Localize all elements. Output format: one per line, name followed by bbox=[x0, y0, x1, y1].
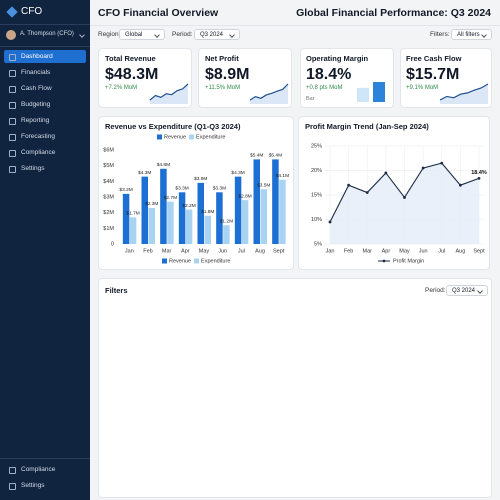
divider bbox=[0, 24, 90, 25]
kpi-value: $8.9M bbox=[205, 66, 250, 83]
divider bbox=[0, 46, 90, 47]
nav-item[interactable]: Settings bbox=[4, 162, 86, 175]
page-subtitle: Global Financial Performance: Q3 2024 bbox=[296, 7, 491, 19]
panel-title: Filters bbox=[105, 286, 128, 295]
nav-item[interactable]: Budgeting bbox=[4, 98, 86, 111]
kpi-change: +0.8 pts MoM bbox=[306, 85, 343, 91]
page-title: CFO Financial Overview bbox=[98, 7, 219, 19]
divider bbox=[0, 458, 90, 459]
kpi-card: Operating Margin 18.4% +0.8 pts MoM Bar bbox=[300, 48, 394, 108]
nav-item[interactable]: Settings bbox=[4, 479, 86, 492]
nav-item[interactable]: Dashboard bbox=[4, 50, 86, 63]
region-label: Region: bbox=[98, 31, 121, 38]
nav-item[interactable]: Reporting bbox=[4, 114, 86, 127]
chart-title: Revenue vs Expenditure (Q1-Q3 2024) bbox=[105, 122, 241, 131]
kpi-change: +7.2% MoM bbox=[105, 85, 138, 91]
kpi-change: +9.1% MoM bbox=[406, 85, 439, 91]
nav-item[interactable]: Financials bbox=[4, 66, 86, 79]
kpi-card: Free Cash Flow $15.7M +9.1% MoM bbox=[400, 48, 492, 108]
filters-select[interactable]: All filters bbox=[451, 29, 492, 40]
divider bbox=[90, 25, 500, 26]
kpi-title: Operating Margin bbox=[306, 54, 369, 63]
logo: CFO bbox=[21, 6, 43, 17]
chart-card: Revenue vs Expenditure (Q1-Q3 2024) bbox=[98, 116, 294, 270]
chart-title: Profit Margin Trend (Jan-Sep 2024) bbox=[305, 122, 429, 131]
kpi-change: +11.5% MoM bbox=[205, 85, 241, 91]
kpi-value: $48.3M bbox=[105, 66, 159, 83]
kpi-title: Net Profit bbox=[205, 54, 239, 63]
period-label: Period: bbox=[172, 31, 193, 38]
nav-item[interactable]: Cash Flow bbox=[4, 82, 86, 95]
user-name[interactable]: A. Thompson (CFO) bbox=[20, 31, 74, 37]
avatar bbox=[6, 30, 16, 40]
filters-panel: Filters Period: Q3 2024 bbox=[98, 278, 492, 498]
period-select[interactable]: Q3 2024 bbox=[194, 29, 240, 40]
nav-item[interactable]: Compliance bbox=[4, 463, 86, 476]
kpi-value: 18.4% bbox=[306, 66, 352, 83]
region-select[interactable]: Global bbox=[119, 29, 165, 40]
kpi-value: $15.7M bbox=[406, 66, 460, 83]
kpi-card: Net Profit $8.9M +11.5% MoM bbox=[198, 48, 292, 108]
filters-label: Filters: bbox=[430, 31, 450, 38]
period-select[interactable]: Q3 2024 bbox=[446, 285, 488, 296]
logo-icon bbox=[6, 6, 18, 18]
kpi-title: Total Revenue bbox=[105, 54, 156, 63]
nav-item[interactable]: Compliance bbox=[4, 146, 86, 159]
chevron bbox=[79, 32, 85, 38]
nav-item[interactable]: Forecasting bbox=[4, 130, 86, 143]
chart-card: Profit Margin Trend (Jan-Sep 2024) bbox=[298, 116, 490, 270]
kpi-card: Total Revenue $48.3M +7.2% MoM bbox=[98, 48, 192, 108]
kpi-title: Free Cash Flow bbox=[406, 54, 462, 63]
sidebar: CFO A. Thompson (CFO) Dashboard Financia… bbox=[0, 0, 90, 500]
kpi-chart-label: Bar bbox=[306, 96, 315, 102]
period-label: Period: bbox=[425, 287, 446, 294]
